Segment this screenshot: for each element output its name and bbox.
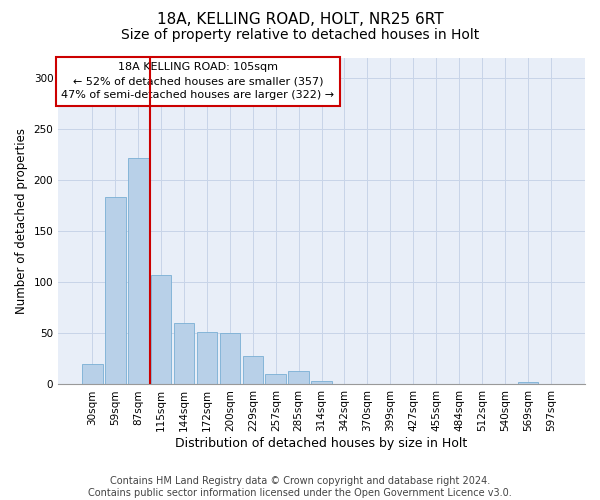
Text: Contains HM Land Registry data © Crown copyright and database right 2024.
Contai: Contains HM Land Registry data © Crown c… [88,476,512,498]
Text: 18A KELLING ROAD: 105sqm
← 52% of detached houses are smaller (357)
47% of semi-: 18A KELLING ROAD: 105sqm ← 52% of detach… [61,62,334,100]
Y-axis label: Number of detached properties: Number of detached properties [15,128,28,314]
Bar [105,198,125,384]
Bar [311,382,332,384]
Text: Size of property relative to detached houses in Holt: Size of property relative to detached ho… [121,28,479,42]
Bar [128,158,149,384]
Bar [82,364,103,384]
Bar [518,382,538,384]
Bar [265,374,286,384]
Text: 18A, KELLING ROAD, HOLT, NR25 6RT: 18A, KELLING ROAD, HOLT, NR25 6RT [157,12,443,28]
Bar [197,332,217,384]
Bar [242,356,263,384]
X-axis label: Distribution of detached houses by size in Holt: Distribution of detached houses by size … [175,437,468,450]
Bar [151,275,172,384]
Bar [174,323,194,384]
Bar [289,371,309,384]
Bar [220,334,240,384]
